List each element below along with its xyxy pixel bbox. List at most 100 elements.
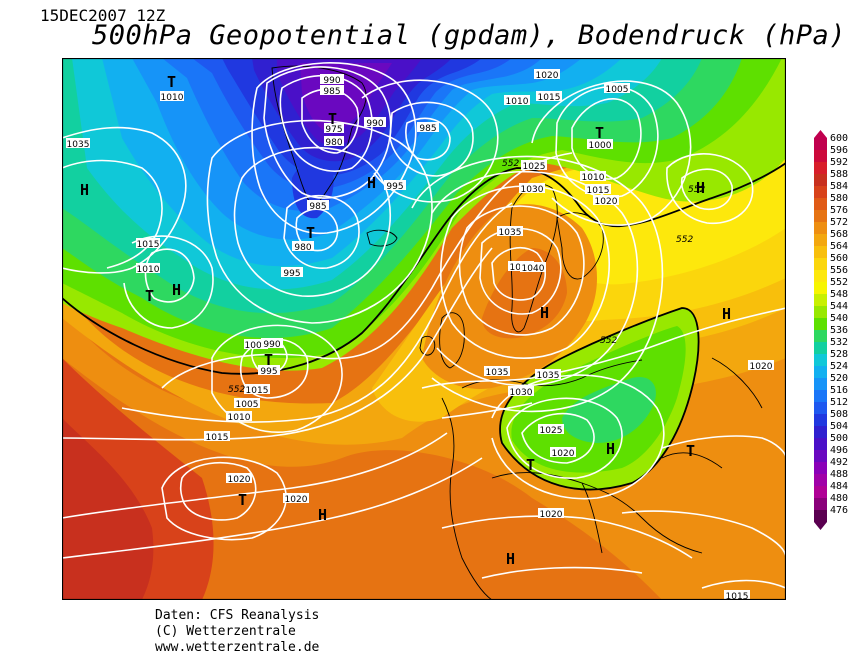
svg-text:1005: 1005 xyxy=(236,400,259,410)
svg-text:1015: 1015 xyxy=(137,240,160,250)
legend-label: 584 xyxy=(830,181,849,192)
svg-text:990: 990 xyxy=(323,76,340,86)
legend-swatch xyxy=(814,498,827,510)
color-legend: 600 596 592 588 584 580 576 572 568 564 560 556 552 5… xyxy=(810,130,850,530)
legend-label: 600 xyxy=(830,133,849,144)
legend-swatch xyxy=(814,450,827,462)
low-pressure-marker: T xyxy=(686,442,695,460)
legend-label: 556 xyxy=(830,265,849,276)
legend-swatch xyxy=(814,366,827,378)
svg-text:1000: 1000 xyxy=(589,141,612,151)
map-frame xyxy=(62,58,786,600)
legend-swatch xyxy=(814,474,827,486)
isobar-label: 995 xyxy=(281,267,303,279)
isobar-label: 1020 xyxy=(593,195,619,207)
svg-text:980: 980 xyxy=(325,138,342,148)
isobar-label: 1015 xyxy=(585,184,611,196)
svg-text:1040: 1040 xyxy=(522,264,545,274)
legend-swatch xyxy=(814,402,827,414)
svg-text:1015: 1015 xyxy=(538,93,561,103)
geopotential-label: 552 xyxy=(688,185,705,195)
svg-text:1015: 1015 xyxy=(726,592,749,600)
isobar-label: 985 xyxy=(417,122,439,134)
high-pressure-marker: H xyxy=(606,440,615,458)
isobar-label: 1020 xyxy=(534,69,560,81)
legend-swatch xyxy=(814,390,827,402)
legend-swatch xyxy=(814,354,827,366)
high-pressure-marker: H xyxy=(318,506,327,524)
isobar-label: 995 xyxy=(384,180,406,192)
isobar-label: 1010 xyxy=(504,95,530,107)
legend-swatch xyxy=(814,150,827,162)
legend-label: 496 xyxy=(830,445,849,456)
svg-text:980: 980 xyxy=(294,243,311,253)
isobar-label: 985 xyxy=(320,85,344,97)
legend-label: 488 xyxy=(830,469,849,480)
svg-text:985: 985 xyxy=(309,202,326,212)
svg-text:1035: 1035 xyxy=(537,371,560,381)
isobar-label: 1005 xyxy=(234,398,260,410)
copyright: (C) Wetterzentrale xyxy=(155,624,296,639)
legend-label: 576 xyxy=(830,205,849,216)
legend-label: 508 xyxy=(830,409,849,420)
legend-label: 524 xyxy=(830,361,849,372)
low-pressure-marker: T xyxy=(328,110,337,128)
map-date: 15DEC2007 12Z xyxy=(40,6,166,25)
svg-text:1030: 1030 xyxy=(510,388,533,398)
svg-text:975: 975 xyxy=(325,125,342,135)
isobar-label: 1035 xyxy=(535,369,561,381)
legend-colorbar xyxy=(814,130,827,530)
isobar-label: 985 xyxy=(307,200,329,212)
legend-label: 572 xyxy=(830,217,849,228)
legend-swatch xyxy=(814,282,827,294)
legend-label: 520 xyxy=(830,373,849,384)
legend-label: 492 xyxy=(830,457,849,468)
legend-label: 516 xyxy=(830,385,849,396)
geopotential-label: 552 xyxy=(676,235,693,245)
legend-swatch xyxy=(814,486,827,498)
isobar-label: 1000 xyxy=(244,339,268,351)
isobar-label: 1040 xyxy=(520,262,546,274)
svg-text:995: 995 xyxy=(386,182,403,192)
svg-text:1010: 1010 xyxy=(582,173,605,183)
high-pressure-marker: H xyxy=(506,550,515,568)
low-pressure-marker: T xyxy=(145,287,154,305)
isobar-label: 1010 xyxy=(136,263,160,275)
legend-label: 568 xyxy=(830,229,849,240)
legend-label: 588 xyxy=(830,169,849,180)
legend-label: 596 xyxy=(830,145,849,156)
low-pressure-marker: T xyxy=(306,224,315,242)
svg-text:995: 995 xyxy=(283,269,300,279)
legend-swatch xyxy=(814,222,827,234)
legend-swatch xyxy=(814,198,827,210)
legend-swatch xyxy=(814,210,827,222)
legend-swatch xyxy=(814,234,827,246)
svg-text:1035: 1035 xyxy=(499,228,522,238)
legend-label: 532 xyxy=(830,337,849,348)
isobar-label: 1035 xyxy=(484,366,510,378)
legend-swatch xyxy=(814,462,827,474)
legend-swatch xyxy=(814,186,827,198)
legend-swatch xyxy=(814,162,827,174)
legend-swatch xyxy=(814,414,827,426)
svg-text:1010: 1010 xyxy=(506,97,529,107)
legend-swatch xyxy=(814,342,827,354)
legend-arrow-bottom xyxy=(814,522,827,530)
isobar-label: 1030 xyxy=(519,183,545,195)
isobar-label: 995 xyxy=(258,365,280,377)
website: www.wetterzentrale.de xyxy=(155,640,320,655)
isobar-label: 1025 xyxy=(538,424,564,436)
legend-label: 528 xyxy=(830,349,849,360)
svg-text:1035: 1035 xyxy=(486,368,509,378)
isobar-label: 1010 xyxy=(160,91,184,103)
weather-map: 990 985 975 980 990 985 995 985 980 995 … xyxy=(62,58,786,600)
legend-swatch xyxy=(814,258,827,270)
geopotential-label: 552 xyxy=(502,159,519,169)
data-source: Daten: CFS Reanalysis xyxy=(155,608,320,623)
legend-swatch xyxy=(814,138,827,150)
geopotential-label: 552 xyxy=(600,336,617,346)
legend-swatch xyxy=(814,426,827,438)
legend-label: 592 xyxy=(830,157,849,168)
high-pressure-marker: H xyxy=(367,174,376,192)
legend-label: 548 xyxy=(830,289,849,300)
